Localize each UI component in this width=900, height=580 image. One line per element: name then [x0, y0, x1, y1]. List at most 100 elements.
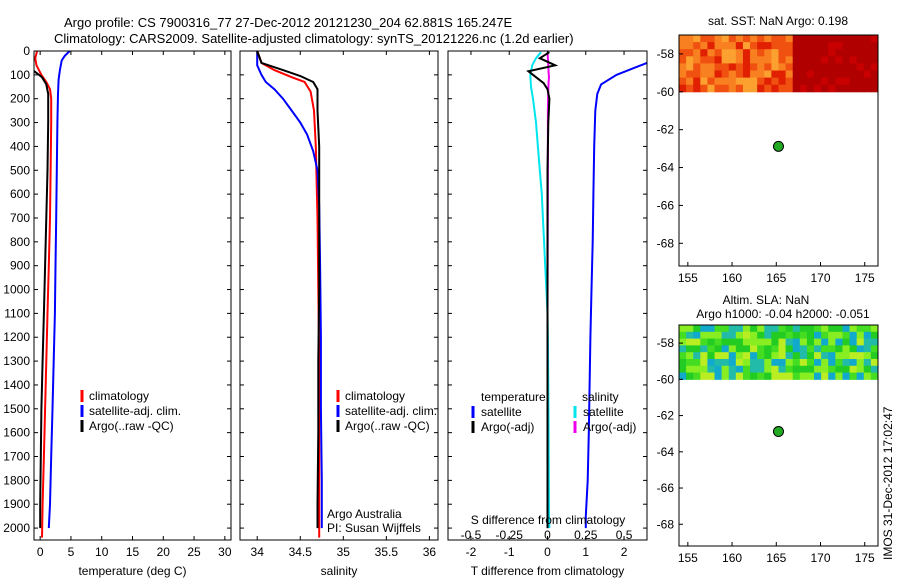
field-cell [728, 84, 737, 93]
sla-map-panel: 155 160 165 170 175 -58 -60 -62 -64 -66 -68 Altim. … [657, 293, 879, 565]
field-cell [750, 352, 758, 360]
field-cell [700, 84, 708, 93]
field-cell [721, 372, 730, 380]
field-cell [700, 70, 708, 79]
field-cell [707, 372, 716, 380]
field-cell [806, 345, 815, 353]
field-cell [771, 325, 779, 333]
field-cell [721, 84, 730, 93]
field-cell [700, 331, 708, 340]
field-cell [842, 35, 851, 43]
field-cell [849, 77, 858, 86]
y-tick-label: 0 [23, 44, 30, 58]
field-cell [835, 77, 843, 86]
field-cell [764, 338, 772, 346]
field-cell [842, 345, 851, 353]
field-cell [778, 63, 787, 72]
field-cell [835, 42, 843, 50]
x-tick-label: 35.5 [375, 545, 399, 559]
field-cell [842, 325, 851, 333]
field-cell [735, 358, 744, 367]
field-cell [814, 70, 822, 79]
field-cell [849, 63, 858, 72]
legend-label: climatology [345, 389, 405, 403]
field-cell [721, 338, 730, 346]
field-cell [778, 84, 787, 93]
field-cell [750, 345, 758, 353]
field-cell [693, 84, 701, 93]
field-cell [828, 358, 836, 367]
field-cell [735, 84, 744, 93]
title-line-1: Argo profile: CS 7900316_77 27-Dec-2012 … [64, 15, 512, 30]
x-tick-label: 155 [678, 271, 698, 285]
field-cell [700, 372, 708, 380]
x-tick-label: 160 [722, 551, 742, 565]
field-cell [721, 331, 730, 340]
field-cell [870, 42, 879, 50]
field-cell [778, 35, 787, 43]
field-cell [856, 352, 865, 360]
field-cell [856, 325, 865, 333]
field-cell [764, 63, 772, 72]
field-cell [735, 49, 744, 57]
field-cell [771, 49, 779, 57]
field-cell [721, 63, 730, 72]
field-cell [742, 325, 751, 333]
x-tick-label: 1 [582, 545, 589, 559]
field-cell [849, 331, 858, 340]
field-cell [835, 365, 843, 374]
field-cell [771, 345, 779, 353]
field-cell [792, 338, 801, 346]
field-cell [764, 70, 772, 79]
legend-label: Argo(..raw -QC) [89, 419, 174, 433]
field-cell [778, 56, 787, 64]
field-cell [742, 35, 751, 43]
x-tick-label: 170 [810, 271, 830, 285]
field-cell [707, 84, 716, 93]
field-cell [700, 77, 708, 86]
field-cell [735, 372, 744, 380]
field-cell [814, 35, 822, 43]
field-cell [714, 84, 723, 93]
field-cell [799, 56, 808, 64]
series-line-2-black [256, 51, 321, 529]
field-cell [849, 345, 858, 353]
field-cell [785, 63, 794, 72]
field-cell [771, 56, 779, 64]
field-cell [679, 345, 687, 353]
field-cell [870, 84, 879, 93]
field-cell [842, 84, 851, 93]
x-tick-label: 175 [855, 551, 875, 565]
field-cell [785, 358, 794, 367]
field-cell [849, 352, 858, 360]
field-cell [821, 42, 829, 50]
x-tick-label: 25 [187, 545, 201, 559]
x-top-tick-label: 0 [544, 528, 551, 542]
field-cell [679, 49, 687, 57]
field-cell [757, 338, 765, 346]
field-cell [742, 84, 751, 93]
field-cell [721, 56, 730, 64]
field-cell [863, 84, 872, 93]
field-cell [721, 345, 730, 353]
y-tick-label: 300 [10, 116, 30, 130]
field-cell [714, 358, 723, 367]
field-cell [863, 49, 872, 57]
x-tick-label: 35 [337, 545, 351, 559]
field-cell [870, 70, 879, 79]
field-cell [728, 372, 737, 380]
field-cell [856, 84, 865, 93]
field-cell [821, 84, 829, 93]
field-cell [842, 338, 851, 346]
field-cell [771, 77, 779, 86]
field-cell [821, 338, 829, 346]
field-cell [842, 365, 851, 374]
legend-title-temperature: temperature [481, 390, 546, 404]
field-cell [821, 35, 829, 43]
field-cell [792, 345, 801, 353]
field-cell [778, 77, 787, 86]
field-cell [714, 63, 723, 72]
legend-title-salinity: salinity [582, 390, 619, 404]
field-cell [821, 70, 829, 79]
field-cell [679, 77, 687, 86]
